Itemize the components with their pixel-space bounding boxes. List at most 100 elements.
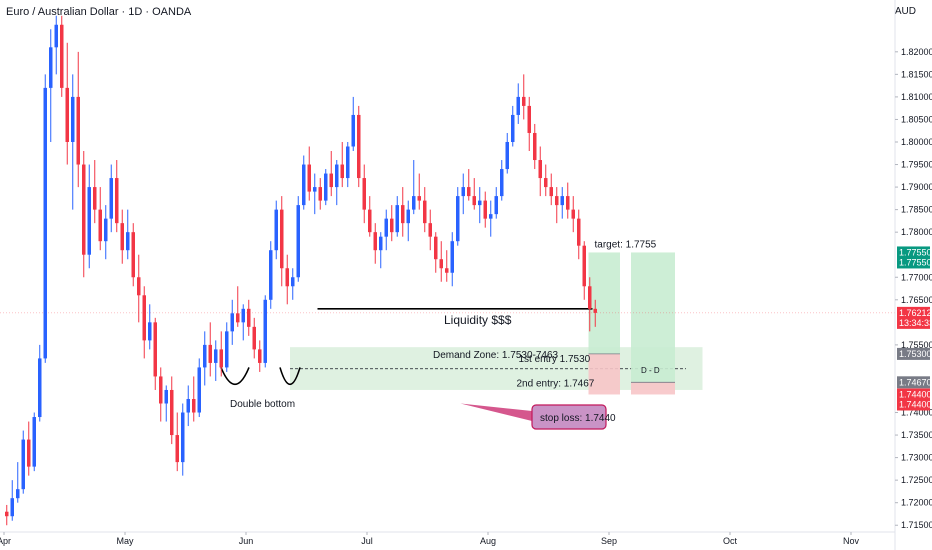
candle-body [307,164,311,192]
candle [390,205,394,242]
candle-body [340,164,344,179]
candle [263,295,267,368]
candle-body [516,96,520,115]
candle-body [225,331,229,368]
candle-body [472,196,476,206]
double-bottom-arc-1 [220,367,250,386]
candle-body [527,105,531,133]
candle [49,29,53,142]
candle [32,412,36,472]
candle [142,286,146,359]
candle [544,164,548,197]
chart-title: Euro / Australian Dollar · 1D · OANDA [6,6,192,18]
y-tick-label: 1.81000 [901,92,932,102]
entry2-label: 2nd entry: 1.7467 [517,378,595,389]
target-label: target: 1.7755 [595,239,657,250]
candle-body [269,250,273,300]
candle [522,74,526,120]
candle [335,160,339,206]
price-tag: 1.74400 [897,388,932,401]
candle [450,232,454,287]
candle [494,187,498,219]
price-tag: 1.75300 [897,347,932,360]
price-tag-bg [897,376,930,389]
candle [230,299,234,345]
candle-body [43,87,47,359]
candle [472,178,476,210]
candle-body [109,178,113,219]
y-tick-label: 1.81500 [901,69,932,79]
candle [192,376,196,422]
candle [104,205,108,260]
candle [324,169,328,206]
candle [346,141,350,188]
candle [368,196,372,237]
candle-body [296,205,300,278]
candle-body [291,277,295,287]
y-tick-label: 1.71500 [901,520,932,530]
candle [5,504,9,526]
candle [269,241,273,309]
candle-body [241,308,245,323]
candle-body [263,299,267,363]
candle-body [274,209,278,251]
candle [593,299,597,327]
candle [505,132,509,174]
candle [461,173,465,215]
candle-body [126,232,130,251]
candle-body [313,187,317,192]
candle-body [489,214,493,219]
y-tick-label: 1.73000 [901,453,932,463]
candle [313,173,317,215]
y-tick-label: 1.77000 [901,272,932,282]
candle [417,173,421,210]
candle-body [428,223,432,237]
price-tag-value: 1.75300 [899,349,932,359]
price-tag-bg [897,398,930,411]
price-tag-bg [897,256,930,269]
price-tag-value: 1.77550 [899,247,932,257]
candle [10,480,14,521]
candle-body [170,389,174,436]
candle [214,340,218,381]
candle-body [60,24,64,88]
candle-body [351,114,355,147]
candle [60,15,64,97]
x-tick-label: Aug [480,536,496,546]
candle [395,196,399,237]
candle-body [555,196,559,206]
candle [153,317,157,390]
y-tick-label: 1.78000 [901,227,932,237]
position1-stop-zone [588,353,620,395]
candle-body [280,209,284,269]
candle-body [236,313,240,323]
price-tag-value: 1.74400 [899,389,932,399]
candle-body [522,96,526,106]
candle-body [395,205,399,233]
candle [285,254,289,305]
price-tag: 1.74670 [897,376,932,389]
candle [164,385,168,422]
x-tick-label: Apr [0,536,11,546]
candle-body [571,209,575,219]
candle [186,385,190,427]
y-tick-label: 1.78500 [901,205,932,215]
candle [43,74,47,363]
candle-body [54,24,58,48]
candle [76,51,80,188]
candle [87,164,91,269]
candle-body [98,209,102,242]
candle [340,141,344,188]
candle-body [208,344,212,363]
candle [406,200,410,242]
price-tag-bg [897,246,930,259]
candle [467,169,471,201]
candle [126,209,130,260]
y-tick-label: 1.82000 [901,47,932,57]
candle-body [434,236,438,260]
candle [225,322,229,372]
candle-body [65,87,69,142]
x-tick-label: Jul [361,536,373,546]
